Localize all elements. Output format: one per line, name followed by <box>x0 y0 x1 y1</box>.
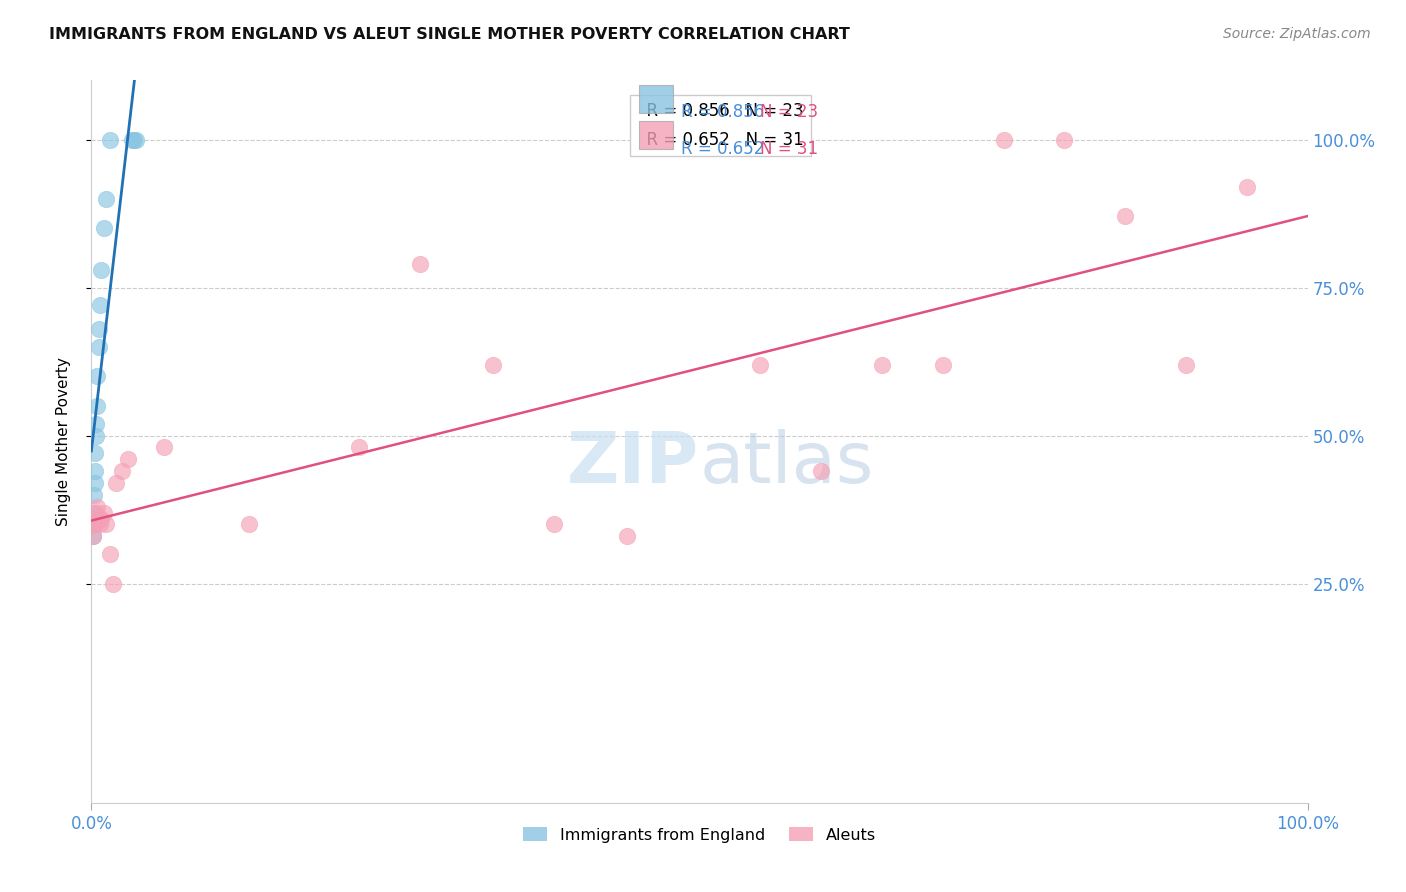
Point <box>84 464 107 478</box>
Point <box>82 529 104 543</box>
Point <box>103 576 125 591</box>
Point <box>82 517 104 532</box>
Legend: Immigrants from England, Aleuts: Immigrants from England, Aleuts <box>516 821 883 849</box>
FancyBboxPatch shape <box>638 86 672 112</box>
Point <box>86 500 108 514</box>
Point <box>93 506 115 520</box>
Point <box>90 511 112 525</box>
Point <box>931 358 953 372</box>
Text: N = 31: N = 31 <box>761 139 818 158</box>
Point <box>121 132 143 146</box>
Text: Source: ZipAtlas.com: Source: ZipAtlas.com <box>1223 27 1371 41</box>
Point <box>1114 210 1136 224</box>
Text: R = 0.652: R = 0.652 <box>682 139 765 158</box>
Point <box>111 464 134 478</box>
Point <box>616 529 638 543</box>
Point <box>84 517 107 532</box>
Point <box>84 475 107 490</box>
Point <box>94 517 117 532</box>
Point <box>749 358 772 372</box>
Point <box>83 506 105 520</box>
Text: ZIP: ZIP <box>567 429 699 498</box>
Point <box>90 262 112 277</box>
Point <box>993 132 1015 146</box>
Point <box>87 340 110 354</box>
Point <box>84 428 107 442</box>
Point <box>83 517 105 532</box>
Point <box>84 417 107 431</box>
Point <box>347 441 370 455</box>
Point <box>481 358 503 372</box>
Text: R = 0.856   N = 23
  R = 0.652   N = 31: R = 0.856 N = 23 R = 0.652 N = 31 <box>637 102 804 149</box>
Point <box>125 132 148 146</box>
Point <box>810 464 832 478</box>
Point <box>86 369 108 384</box>
Point <box>543 517 565 532</box>
Point <box>86 399 108 413</box>
Point <box>93 221 115 235</box>
Point <box>87 511 110 525</box>
Point <box>1175 358 1198 372</box>
Y-axis label: Single Mother Poverty: Single Mother Poverty <box>56 357 70 526</box>
Point <box>98 132 121 146</box>
Point <box>1236 180 1258 194</box>
FancyBboxPatch shape <box>638 121 672 149</box>
Point <box>98 547 121 561</box>
Point <box>89 298 111 312</box>
Text: IMMIGRANTS FROM ENGLAND VS ALEUT SINGLE MOTHER POVERTY CORRELATION CHART: IMMIGRANTS FROM ENGLAND VS ALEUT SINGLE … <box>49 27 851 42</box>
Text: N = 23: N = 23 <box>761 103 818 121</box>
Point <box>870 358 893 372</box>
Point <box>89 517 111 532</box>
Point <box>87 322 110 336</box>
Point <box>122 132 145 146</box>
Point <box>82 529 104 543</box>
Point <box>153 441 176 455</box>
Point <box>83 488 105 502</box>
Point <box>84 506 107 520</box>
Point <box>1053 132 1076 146</box>
Point <box>117 452 139 467</box>
Text: atlas: atlas <box>699 429 875 498</box>
Point <box>238 517 260 532</box>
Point <box>409 257 432 271</box>
Point <box>84 446 107 460</box>
Text: R = 0.856: R = 0.856 <box>682 103 765 121</box>
Point <box>94 192 117 206</box>
Point <box>104 475 127 490</box>
